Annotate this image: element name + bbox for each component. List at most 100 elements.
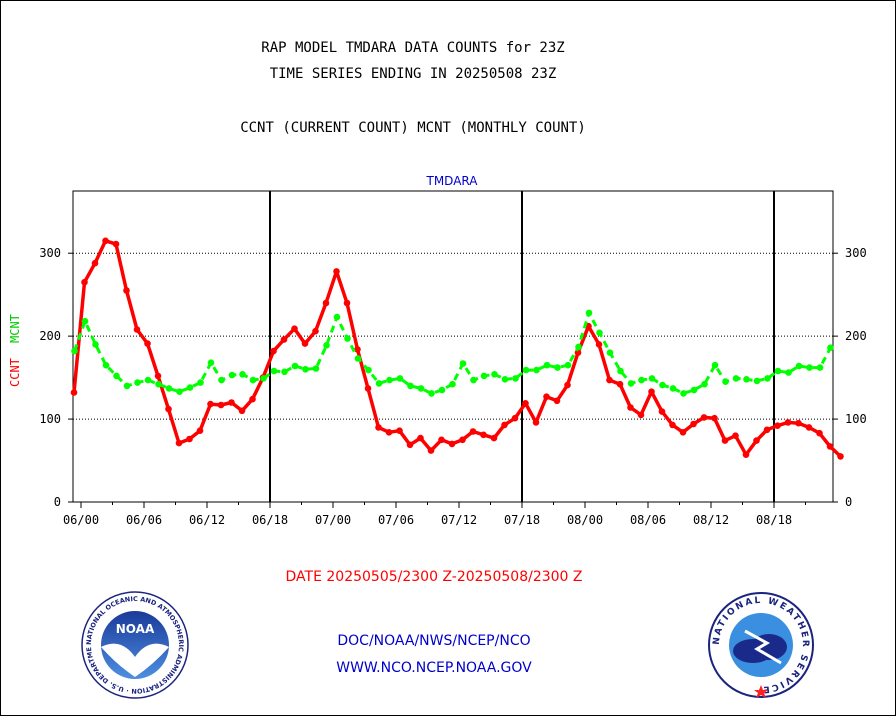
data-point-ccnt — [459, 436, 466, 444]
y-tick-label-left: 200 — [39, 329, 61, 343]
data-point-ccnt — [616, 380, 624, 388]
data-point-ccnt — [795, 419, 802, 427]
data-point-mcnt — [207, 359, 215, 367]
data-point-mcnt — [302, 366, 309, 373]
website-link[interactable]: WWW.NCO.NCEP.NOAA.GOV — [336, 660, 532, 676]
data-point-ccnt — [144, 340, 151, 347]
data-point-mcnt — [312, 365, 320, 372]
data-point-mcnt — [470, 376, 477, 384]
data-point-mcnt — [186, 384, 194, 391]
data-point-mcnt — [480, 372, 488, 380]
data-point-mcnt — [155, 380, 162, 388]
y-label-ccnt: CCNT — [8, 358, 22, 387]
x-tick-label: 07/06 — [378, 513, 414, 527]
plot-frame — [72, 190, 834, 503]
data-point-ccnt — [595, 341, 603, 348]
data-point-mcnt — [659, 381, 666, 389]
data-point-mcnt — [407, 382, 414, 390]
data-point-ccnt — [175, 439, 183, 447]
data-point-mcnt — [333, 313, 341, 321]
data-point-mcnt — [606, 349, 614, 357]
data-point-mcnt — [722, 378, 729, 386]
data-point-ccnt — [112, 240, 120, 248]
data-point-mcnt — [627, 380, 635, 387]
data-point-ccnt — [522, 400, 529, 407]
data-point-mcnt — [753, 377, 761, 385]
data-point-mcnt — [197, 379, 204, 386]
data-point-ccnt — [228, 399, 235, 406]
data-point-ccnt — [816, 429, 823, 437]
data-point-ccnt — [207, 400, 214, 408]
data-point-mcnt — [249, 376, 257, 384]
data-point-ccnt — [133, 326, 141, 333]
x-tick-label: 07/00 — [315, 513, 351, 527]
data-point-ccnt — [427, 447, 435, 454]
x-tick-label: 08/18 — [756, 513, 792, 527]
data-point-mcnt — [281, 368, 288, 376]
data-point-ccnt — [280, 336, 288, 343]
y-tick-label-left: 0 — [54, 495, 61, 509]
data-point-mcnt — [165, 385, 173, 392]
data-point-ccnt — [648, 388, 655, 396]
data-point-ccnt — [385, 429, 393, 436]
data-point-ccnt — [837, 453, 844, 460]
data-point-mcnt — [228, 371, 236, 379]
data-point-mcnt — [113, 372, 120, 380]
x-tick-label: 08/06 — [630, 513, 666, 527]
data-point-ccnt — [774, 422, 781, 430]
x-tick-label: 06/18 — [252, 513, 288, 527]
data-point-mcnt — [533, 366, 540, 374]
data-point-ccnt — [322, 299, 330, 307]
data-point-ccnt — [805, 424, 813, 431]
data-point-mcnt — [701, 380, 708, 388]
y-tick-label-right: 200 — [845, 329, 867, 343]
x-tick-label: 08/12 — [693, 513, 729, 527]
data-point-ccnt — [343, 299, 351, 307]
data-point-mcnt — [417, 385, 425, 392]
y-tick-label-right: 100 — [845, 412, 867, 426]
data-point-ccnt — [375, 424, 382, 431]
data-point-ccnt — [333, 268, 340, 275]
data-point-mcnt — [585, 309, 593, 317]
data-point-mcnt — [375, 380, 383, 387]
data-point-mcnt — [795, 362, 803, 370]
data-point-ccnt — [511, 414, 519, 422]
data-point-ccnt — [553, 397, 561, 405]
data-point-mcnt — [501, 376, 509, 383]
data-point-ccnt — [102, 237, 109, 245]
x-tick-label: 07/18 — [504, 513, 540, 527]
data-point-mcnt — [291, 362, 299, 370]
data-point-mcnt — [816, 364, 824, 371]
data-point-mcnt — [575, 343, 582, 351]
data-point-mcnt — [743, 376, 750, 383]
data-point-mcnt — [522, 366, 530, 374]
data-point-mcnt — [596, 329, 603, 337]
data-point-mcnt — [144, 376, 152, 384]
chart-title: TMDARA — [426, 174, 479, 188]
y-tick-label-left: 300 — [39, 246, 61, 260]
data-point-mcnt — [764, 375, 771, 382]
data-point-mcnt — [365, 366, 372, 374]
data-point-ccnt — [627, 404, 634, 411]
data-point-mcnt — [176, 388, 183, 396]
data-point-mcnt — [806, 364, 813, 371]
series-line-ccnt — [72, 239, 842, 458]
data-point-ccnt — [711, 414, 718, 422]
data-point-mcnt — [543, 361, 551, 369]
x-tick-label: 08/00 — [567, 513, 603, 527]
data-point-mcnt — [323, 342, 330, 349]
data-point-ccnt — [217, 401, 225, 409]
data-point-mcnt — [491, 371, 498, 378]
data-point-mcnt — [459, 360, 467, 367]
data-point-ccnt — [679, 429, 687, 436]
data-point-ccnt — [406, 441, 414, 449]
nws-logo: NATIONAL WEATHER SERVICE — [708, 592, 814, 698]
data-point-mcnt — [732, 375, 740, 382]
data-point-ccnt — [291, 325, 298, 333]
data-point-ccnt — [91, 259, 99, 267]
data-point-mcnt — [386, 376, 393, 384]
data-point-ccnt — [826, 443, 834, 450]
data-point-mcnt — [554, 364, 561, 371]
